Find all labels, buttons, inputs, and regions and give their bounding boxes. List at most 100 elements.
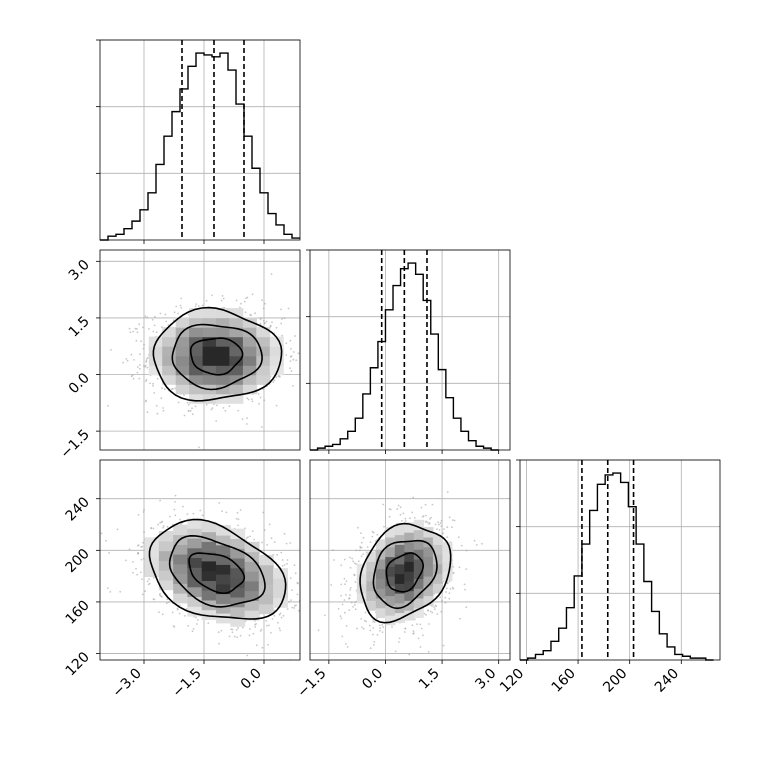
scatter-point — [354, 608, 357, 611]
scatter-point — [288, 600, 291, 603]
density-cell — [413, 568, 424, 579]
scatter-point — [237, 627, 240, 629]
density-cell — [258, 584, 274, 595]
density-cell — [244, 580, 260, 592]
scatter-point — [142, 541, 144, 544]
scatter-p1-p2-points — [317, 491, 483, 656]
scatter-point — [279, 376, 281, 378]
scatter-point — [448, 516, 451, 519]
scatter-point — [350, 601, 353, 604]
scatter-point — [427, 609, 429, 611]
density-cell — [202, 336, 217, 347]
scatter-point — [389, 508, 392, 511]
density-cell — [162, 336, 177, 347]
density-cell — [162, 355, 177, 366]
histogram-p1-panel — [306, 249, 511, 454]
scatter-point — [424, 521, 427, 523]
scatter-point — [153, 324, 156, 327]
scatter-point — [192, 628, 195, 630]
density-cell — [229, 308, 244, 319]
scatter-point — [429, 610, 432, 613]
scatter-point — [243, 300, 246, 303]
scatter-point — [420, 506, 423, 509]
scatter-point — [441, 599, 443, 602]
scatter-point — [440, 610, 443, 613]
scatter-point — [205, 300, 208, 302]
x-axis-p0-tick-label-0: −3.0 — [109, 666, 144, 701]
x-axis-p1-tick-label-1: 0.0 — [359, 666, 386, 693]
scatter-point — [438, 529, 441, 531]
x-axis-p2-tick-label-3: 240 — [652, 666, 682, 696]
density-cell — [202, 355, 217, 366]
scatter-point — [211, 407, 214, 409]
scatter-point — [352, 606, 354, 608]
scatter-point — [143, 509, 145, 511]
scatter-point — [275, 404, 278, 407]
scatter-point — [292, 358, 295, 361]
scatter-point — [189, 409, 192, 412]
scatter-point — [449, 588, 452, 590]
density-cell — [375, 539, 386, 550]
scatter-point — [228, 405, 231, 408]
density-cell — [404, 522, 415, 533]
scatter-point — [286, 559, 289, 561]
scatter-point — [459, 617, 461, 620]
scatter-point — [220, 629, 223, 632]
scatter-point — [439, 522, 442, 525]
y-axis-p2-tick-label-3: 240 — [63, 494, 93, 524]
scatter-point — [270, 631, 272, 634]
scatter-point — [348, 609, 351, 611]
density-cell — [175, 336, 190, 347]
density-cell — [404, 590, 415, 601]
scatter-point — [401, 520, 403, 522]
density-cell — [230, 587, 246, 598]
scatter-point — [340, 617, 343, 620]
scatter-point — [143, 531, 146, 534]
scatter-point — [159, 592, 162, 595]
scatter-point — [316, 358, 318, 360]
density-cell — [242, 374, 257, 385]
contour-level-0 — [188, 552, 246, 594]
scatter-point — [197, 619, 199, 621]
scatter-point — [357, 526, 359, 529]
density-cell — [256, 346, 271, 357]
density-cell — [404, 600, 415, 611]
scatter-point — [289, 542, 292, 544]
scatter-point — [366, 546, 369, 548]
scatter-point — [349, 556, 351, 559]
scatter-point — [460, 544, 463, 547]
density-cell — [242, 336, 257, 347]
scatter-point — [308, 614, 310, 616]
scatter-point — [154, 315, 156, 318]
scatter-point — [437, 521, 439, 523]
scatter-point — [167, 601, 170, 603]
density-cell — [175, 317, 190, 328]
density-cell — [442, 561, 453, 572]
density-cell — [256, 374, 271, 385]
density-cell — [216, 374, 230, 385]
scatter-point — [216, 404, 218, 407]
scatter-point — [278, 627, 281, 630]
scatter-point — [178, 604, 181, 607]
density-cell — [216, 544, 231, 556]
density-cell — [158, 540, 174, 552]
scatter-point — [382, 626, 385, 628]
density-cell — [158, 550, 174, 561]
scatter-point — [316, 323, 318, 325]
scatter-point — [333, 559, 335, 561]
scatter-point — [252, 632, 255, 635]
scatter-point — [323, 593, 325, 595]
scatter-point — [373, 621, 376, 623]
scatter-point — [108, 551, 110, 554]
density-cell — [229, 317, 244, 328]
scatter-point — [253, 538, 256, 541]
scatter-point — [481, 542, 483, 545]
scatter-point — [141, 593, 144, 596]
scatter-point — [271, 321, 273, 324]
density-cell — [269, 336, 284, 347]
scatter-point — [163, 455, 165, 457]
scatter-point — [136, 331, 139, 334]
scatter-point — [195, 616, 197, 619]
density-cell — [256, 327, 271, 338]
density-cell — [230, 577, 246, 588]
